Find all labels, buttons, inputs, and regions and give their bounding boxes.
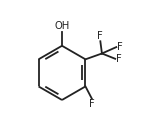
Text: OH: OH (54, 21, 70, 31)
Text: F: F (98, 31, 103, 41)
Text: F: F (117, 42, 123, 52)
Text: F: F (89, 99, 95, 109)
Text: F: F (116, 54, 122, 64)
